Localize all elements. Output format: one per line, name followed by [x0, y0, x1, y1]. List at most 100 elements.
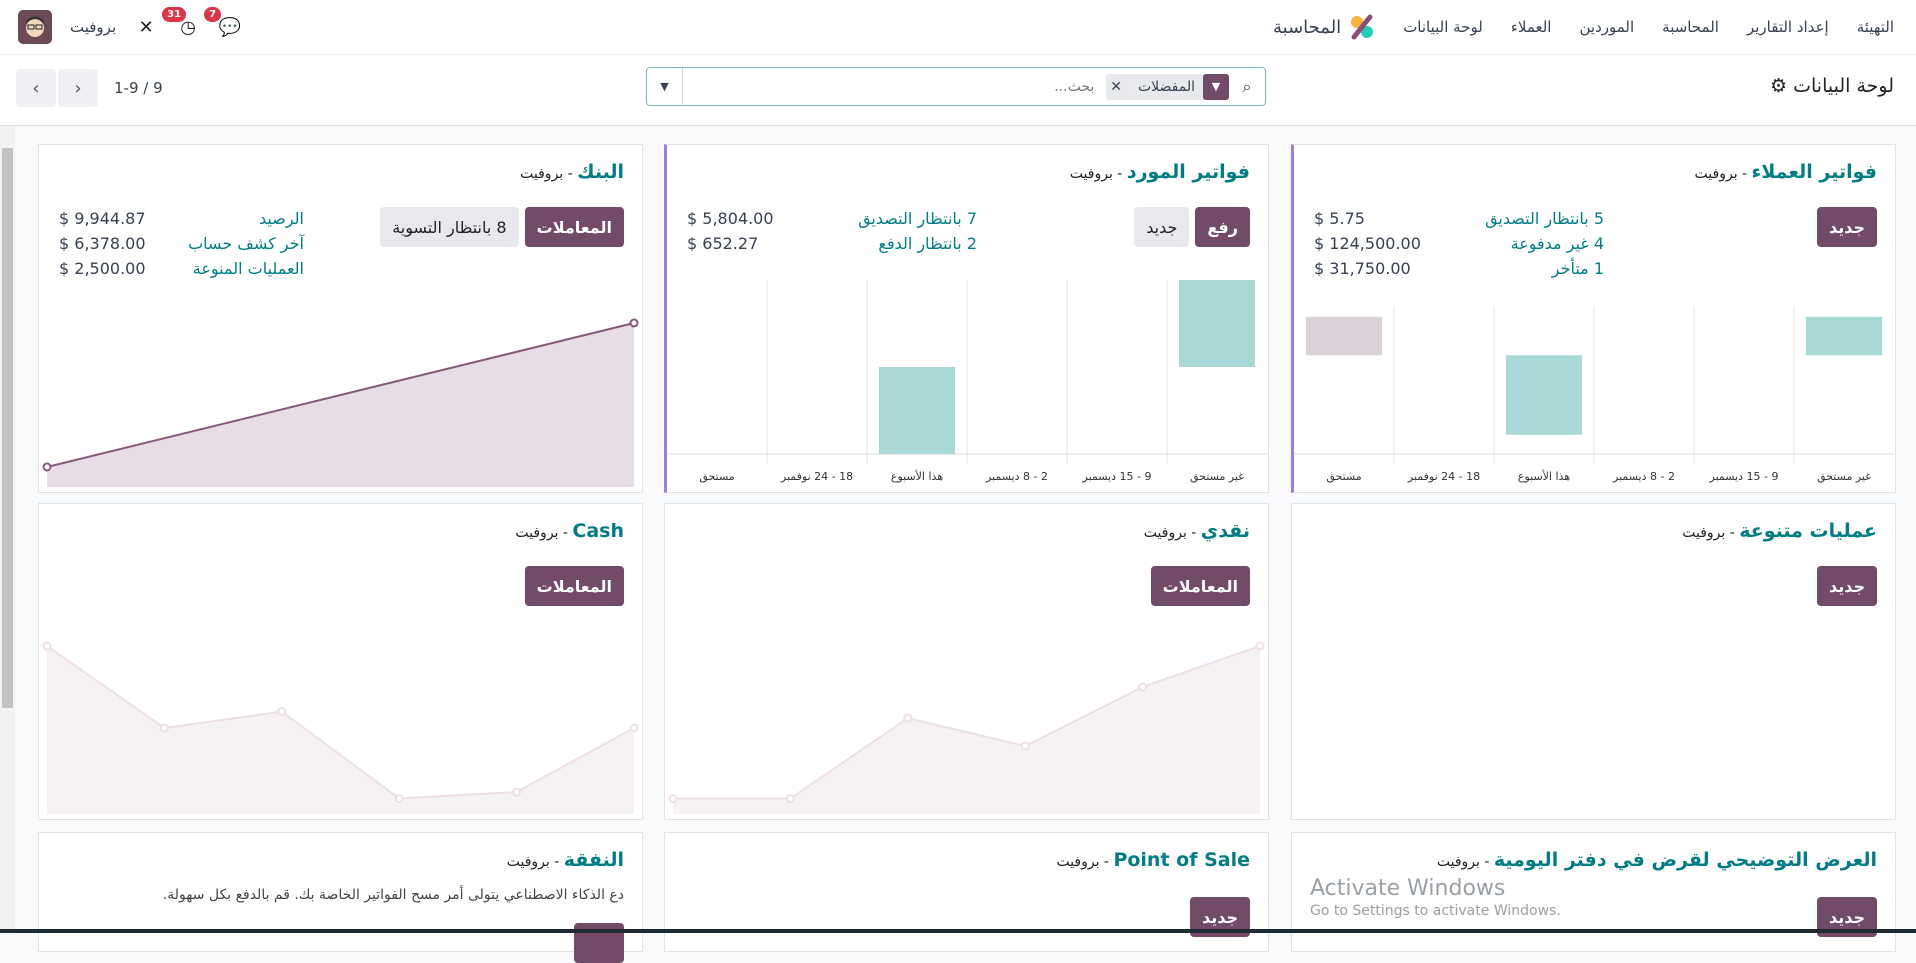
menu-customers[interactable]: العملاء	[1510, 18, 1552, 36]
stat-value: $ 5.75	[1314, 209, 1365, 228]
to-reconcile-button[interactable]: 8 بانتظار التسوية	[380, 207, 519, 247]
x-tick-label: 9 - 15 ديسمبر	[1082, 470, 1152, 483]
stat-label[interactable]: آخر كشف حساب	[188, 234, 304, 253]
stat-label[interactable]: 5 بانتظار التصديق	[1485, 209, 1604, 228]
card-company: - بروفيت	[1069, 166, 1127, 182]
menu-dashboard[interactable]: لوحة البيانات	[1403, 18, 1483, 36]
main-menu: المحاسبة لوحة البيانات العملاء الموردين …	[1273, 14, 1894, 40]
card-header: نقدي - بروفيت	[1144, 520, 1250, 542]
x-tick-label: مستحق	[1326, 470, 1361, 484]
x-tick-label: 2 - 8 ديسمبر	[1612, 470, 1675, 483]
bar	[1306, 316, 1382, 356]
tools-icon[interactable]: ✕	[138, 16, 154, 38]
expense-description: دع الذكاء الاصطناعي يتولى أمر مسح الفوات…	[162, 887, 624, 903]
card-title[interactable]: البنك	[577, 161, 624, 183]
search-input[interactable]	[683, 78, 1101, 95]
gear-icon[interactable]: ⚙	[1770, 75, 1788, 97]
bank-stats: الرصيد $ 9,944.87 آخر كشف حساب $ 6,378.00 …	[59, 209, 304, 284]
card-title[interactable]: Cash	[572, 520, 624, 542]
area-fill	[673, 646, 1260, 814]
bar	[879, 367, 955, 454]
avatar[interactable]	[18, 10, 52, 44]
activity-clock-icon[interactable]: ◷ 31	[162, 7, 200, 39]
card-title[interactable]: عمليات متنوعة	[1739, 520, 1877, 542]
stat-label[interactable]: الرصيد	[259, 209, 304, 228]
card-company: - بروفيت	[1682, 525, 1740, 541]
card-header: البنك - بروفيت	[520, 161, 624, 183]
scrollbar[interactable]	[0, 126, 15, 933]
chat-icon[interactable]: 💬 7	[204, 7, 242, 39]
card-title[interactable]: نقدي	[1200, 520, 1250, 542]
cash-chart[interactable]	[39, 634, 642, 818]
bank-balance-chart[interactable]	[39, 311, 642, 491]
app-name: المحاسبة	[1273, 16, 1342, 38]
filter-icon: ▼	[1203, 73, 1229, 100]
card-header: النفقة - بروفيت	[507, 849, 624, 871]
menu-reporting[interactable]: إعداد التقارير	[1746, 18, 1829, 36]
card-company: - بروفيت	[506, 854, 564, 870]
expense-card: النفقة - بروفيت دع الذكاء الاصطناعي يتول…	[38, 832, 643, 963]
stat-value: $ 31,750.00	[1314, 259, 1411, 278]
new-entry-button[interactable]: جديد	[1816, 566, 1877, 606]
area-fill	[47, 646, 634, 814]
stat-label[interactable]: العمليات المنوعة	[192, 259, 304, 278]
demo-loan-card: العرض التوضيحي لقرض في دفتر اليومية - بر…	[1291, 832, 1896, 952]
transactions-button[interactable]: المعاملات	[524, 566, 624, 606]
scrollbar-thumb[interactable]	[2, 148, 13, 708]
x-tick-label: مستحق	[699, 470, 734, 484]
pager-next-button[interactable]: ›	[58, 69, 98, 107]
vendor-bills-chart[interactable]: غير مستحق 9 - 15 ديسمبر 2 - 8 ديسمبر هذا ال…	[667, 280, 1267, 494]
user-name[interactable]: بروفيت	[70, 18, 117, 36]
card-title[interactable]: النفقة	[563, 849, 624, 871]
upload-button[interactable]: رفع	[1195, 207, 1250, 247]
x-tick-label: غير مستحق	[1817, 470, 1871, 484]
bar	[1179, 280, 1255, 367]
stat-value: $ 124,500.00	[1314, 234, 1421, 253]
naqdi-chart[interactable]	[665, 634, 1268, 818]
facet-label: المفضلات	[1137, 78, 1195, 95]
x-tick-label: 9 - 15 ديسمبر	[1709, 470, 1779, 483]
card-company: - بروفيت	[515, 525, 573, 541]
bank-card: البنك - بروفيت المعاملات 8 بانتظار التسوي…	[38, 144, 643, 493]
menu-accounting[interactable]: المحاسبة	[1662, 18, 1719, 36]
stat-label[interactable]: 2 بانتظار الدفع	[878, 234, 977, 253]
pager-previous-button[interactable]: ‹	[16, 69, 56, 107]
remove-facet-icon[interactable]: ✕	[1110, 78, 1122, 95]
data-point	[629, 318, 639, 328]
card-title[interactable]: فواتير العملاء	[1751, 161, 1877, 183]
new-invoice-button[interactable]: جديد	[1816, 207, 1877, 247]
data-point	[903, 713, 913, 723]
stat-label[interactable]: 7 بانتظار التصديق	[858, 209, 977, 228]
stat-label[interactable]: 4 غير مدفوعة	[1510, 234, 1604, 253]
new-bill-button[interactable]: جديد	[1134, 207, 1190, 247]
stat-label[interactable]: 1 متأخر	[1551, 259, 1604, 278]
menu-vendors[interactable]: الموردين	[1579, 18, 1635, 36]
card-title[interactable]: Point of Sale	[1113, 849, 1250, 871]
search-icon[interactable]: ⌕	[1242, 76, 1252, 96]
data-point	[629, 723, 639, 733]
x-tick-label: 18 - 24 نوفمبر	[780, 470, 853, 483]
search-options-toggle[interactable]: ▼	[647, 68, 683, 105]
series-line	[46, 645, 635, 800]
x-tick-label: 2 - 8 ديسمبر	[985, 470, 1048, 483]
page-title-text: لوحة البيانات	[1793, 75, 1894, 97]
x-tick-label: 18 - 24 نوفمبر	[1407, 470, 1480, 483]
transactions-button[interactable]: المعاملات	[524, 207, 624, 247]
app-brand[interactable]: المحاسبة	[1273, 14, 1375, 40]
pager-value[interactable]: 1-9 / 9	[114, 79, 163, 97]
page-title: لوحة البيانات ⚙	[1770, 75, 1894, 97]
customer-invoices-chart[interactable]: غير مستحق 9 - 15 ديسمبر 2 - 8 ديسمبر هذا ال…	[1294, 306, 1894, 494]
series-line	[673, 645, 1261, 800]
menu-configuration[interactable]: التهيئة	[1856, 18, 1894, 36]
card-company: - بروفيت	[1694, 166, 1752, 182]
pager: ‹ › 1-9 / 9	[16, 69, 163, 107]
activity-badge: 31	[162, 7, 187, 22]
transactions-button[interactable]: المعاملات	[1150, 566, 1250, 606]
card-header: فواتير العملاء - بروفيت	[1695, 161, 1877, 183]
series-line	[46, 322, 635, 468]
card-title[interactable]: العرض التوضيحي لقرض في دفتر اليومية	[1493, 849, 1877, 871]
card-header: Cash - بروفيت	[515, 520, 624, 542]
card-title[interactable]: فواتير المورد	[1126, 161, 1250, 183]
card-header: Point of Sale - بروفيت	[1056, 849, 1250, 871]
message-badge: 7	[204, 7, 222, 22]
